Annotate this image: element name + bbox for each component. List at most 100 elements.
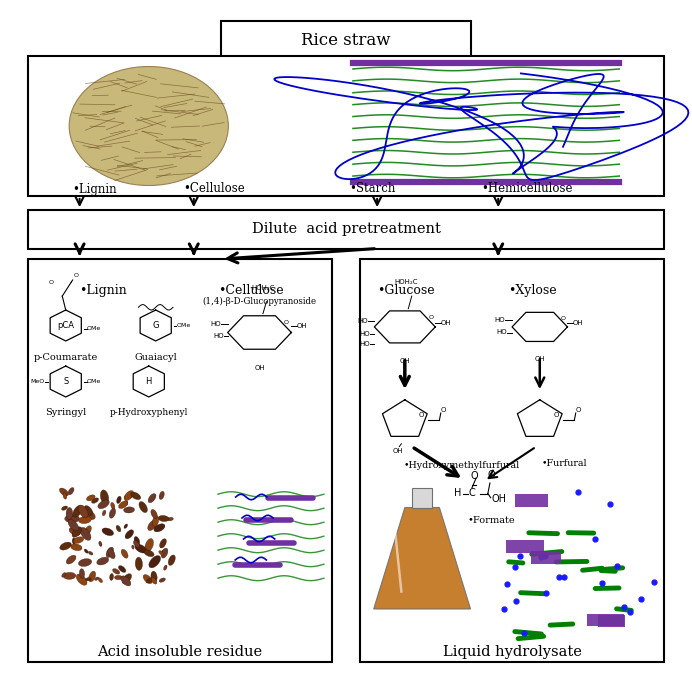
Ellipse shape bbox=[60, 488, 69, 496]
Text: Guaiacyl: Guaiacyl bbox=[134, 354, 177, 363]
Ellipse shape bbox=[91, 498, 98, 503]
Text: OMe: OMe bbox=[86, 326, 101, 332]
Ellipse shape bbox=[149, 556, 161, 568]
Text: p-Hydroxyphenyl: p-Hydroxyphenyl bbox=[109, 408, 188, 417]
Ellipse shape bbox=[86, 578, 91, 581]
FancyBboxPatch shape bbox=[598, 615, 626, 627]
Ellipse shape bbox=[78, 559, 92, 566]
Text: HO: HO bbox=[495, 317, 505, 323]
Ellipse shape bbox=[71, 544, 82, 551]
Text: HO: HO bbox=[360, 342, 370, 347]
Text: Acid insoluble residue: Acid insoluble residue bbox=[98, 645, 262, 659]
Ellipse shape bbox=[72, 527, 82, 538]
Text: O: O bbox=[470, 471, 478, 481]
Ellipse shape bbox=[151, 510, 157, 519]
Ellipse shape bbox=[161, 550, 165, 554]
Text: Liquid hydrolysate: Liquid hydrolysate bbox=[443, 645, 581, 659]
Ellipse shape bbox=[86, 495, 95, 501]
FancyBboxPatch shape bbox=[588, 613, 624, 626]
Text: OH: OH bbox=[441, 321, 451, 326]
Ellipse shape bbox=[122, 574, 131, 584]
Text: H: H bbox=[454, 489, 462, 498]
Ellipse shape bbox=[100, 490, 109, 504]
Ellipse shape bbox=[78, 516, 91, 524]
Ellipse shape bbox=[78, 578, 82, 581]
Ellipse shape bbox=[145, 538, 154, 552]
Text: HOH₂C: HOH₂C bbox=[394, 279, 418, 285]
FancyBboxPatch shape bbox=[360, 259, 664, 662]
Ellipse shape bbox=[121, 576, 131, 586]
Ellipse shape bbox=[80, 527, 91, 540]
Text: OH: OH bbox=[254, 365, 265, 371]
Text: OMe: OMe bbox=[86, 379, 101, 384]
Ellipse shape bbox=[89, 552, 93, 555]
Ellipse shape bbox=[144, 550, 154, 556]
Ellipse shape bbox=[125, 500, 127, 506]
Ellipse shape bbox=[146, 578, 152, 583]
Text: HOH₂C: HOH₂C bbox=[251, 284, 275, 290]
Text: O: O bbox=[48, 279, 53, 285]
Text: MeO: MeO bbox=[30, 379, 45, 384]
Ellipse shape bbox=[159, 578, 165, 582]
Text: S: S bbox=[63, 377, 69, 386]
Text: pCA: pCA bbox=[57, 321, 74, 330]
Ellipse shape bbox=[98, 578, 102, 582]
Ellipse shape bbox=[139, 501, 147, 512]
Text: •Cellulose: •Cellulose bbox=[183, 183, 245, 195]
FancyBboxPatch shape bbox=[28, 259, 332, 662]
Ellipse shape bbox=[109, 508, 116, 518]
Ellipse shape bbox=[62, 506, 68, 510]
Ellipse shape bbox=[84, 526, 91, 535]
Ellipse shape bbox=[102, 528, 113, 536]
Ellipse shape bbox=[72, 538, 75, 544]
Ellipse shape bbox=[78, 505, 88, 518]
Ellipse shape bbox=[158, 551, 163, 555]
Text: OH: OH bbox=[573, 321, 583, 326]
Ellipse shape bbox=[116, 496, 121, 503]
Ellipse shape bbox=[66, 555, 76, 564]
Ellipse shape bbox=[161, 548, 168, 558]
Ellipse shape bbox=[84, 505, 93, 516]
Text: O: O bbox=[561, 316, 566, 321]
Ellipse shape bbox=[125, 530, 134, 539]
Ellipse shape bbox=[69, 528, 80, 536]
Ellipse shape bbox=[68, 519, 79, 531]
FancyBboxPatch shape bbox=[28, 56, 664, 196]
Ellipse shape bbox=[82, 509, 95, 519]
Ellipse shape bbox=[97, 557, 109, 565]
Text: H: H bbox=[145, 377, 152, 386]
Text: HO: HO bbox=[496, 330, 507, 335]
Ellipse shape bbox=[131, 545, 134, 550]
Ellipse shape bbox=[111, 503, 115, 509]
Ellipse shape bbox=[124, 507, 134, 513]
FancyBboxPatch shape bbox=[506, 540, 544, 553]
Ellipse shape bbox=[158, 515, 169, 522]
Text: O: O bbox=[428, 315, 433, 320]
Text: O: O bbox=[487, 470, 495, 480]
Ellipse shape bbox=[63, 493, 66, 499]
Text: •Hydroxymethylfurfural: •Hydroxymethylfurfural bbox=[403, 461, 520, 470]
Ellipse shape bbox=[121, 550, 128, 558]
Text: G: G bbox=[152, 321, 159, 330]
Text: O: O bbox=[74, 273, 79, 278]
Text: •Lignin: •Lignin bbox=[73, 183, 117, 195]
Ellipse shape bbox=[76, 574, 87, 585]
Ellipse shape bbox=[89, 571, 95, 582]
Ellipse shape bbox=[62, 573, 66, 577]
Text: •Lignin: •Lignin bbox=[80, 284, 127, 297]
Ellipse shape bbox=[131, 492, 140, 500]
Ellipse shape bbox=[135, 557, 143, 570]
Ellipse shape bbox=[80, 568, 84, 578]
Ellipse shape bbox=[113, 568, 120, 574]
Text: •Furfural: •Furfural bbox=[541, 458, 587, 468]
Ellipse shape bbox=[99, 541, 102, 547]
Text: OH: OH bbox=[491, 494, 507, 504]
Ellipse shape bbox=[124, 491, 134, 500]
Ellipse shape bbox=[66, 508, 73, 519]
Ellipse shape bbox=[118, 501, 128, 508]
Ellipse shape bbox=[147, 520, 157, 531]
FancyBboxPatch shape bbox=[531, 552, 561, 564]
Text: HO: HO bbox=[358, 318, 368, 324]
Ellipse shape bbox=[151, 578, 157, 584]
Text: OH: OH bbox=[392, 448, 403, 454]
